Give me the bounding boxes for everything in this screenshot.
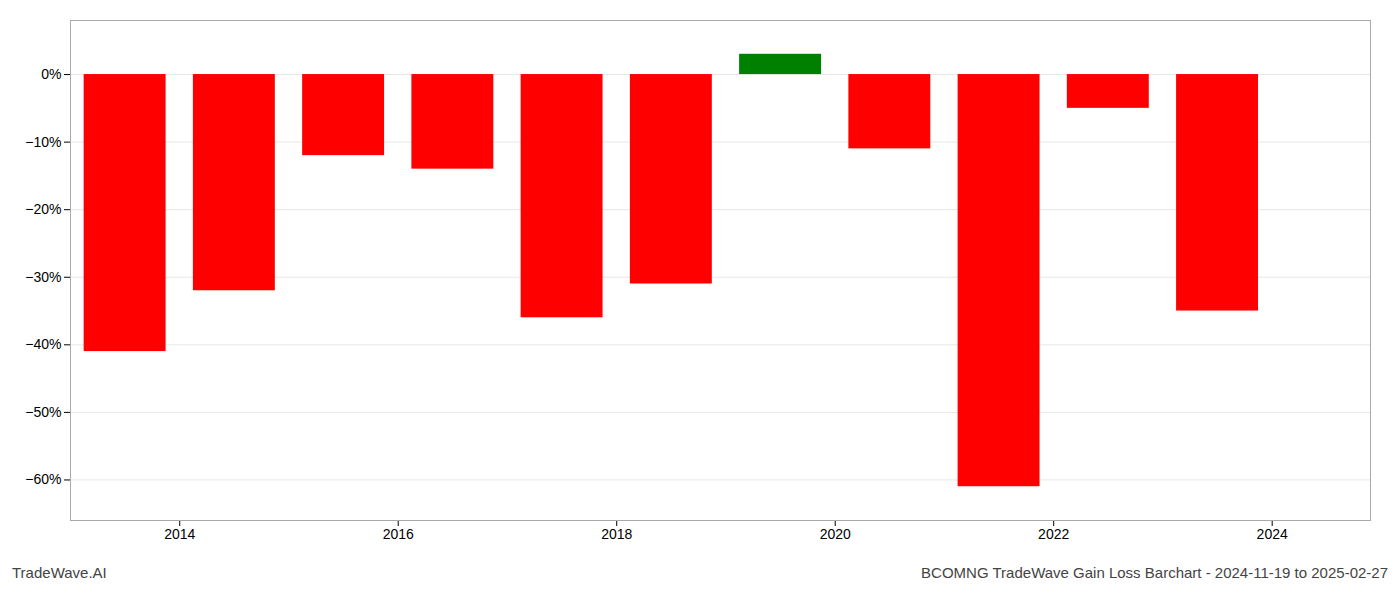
svg-text:2022: 2022 bbox=[1038, 526, 1069, 542]
svg-text:2020: 2020 bbox=[820, 526, 851, 542]
svg-text:−60%: −60% bbox=[25, 471, 61, 487]
svg-text:0%: 0% bbox=[41, 66, 61, 82]
svg-text:−50%: −50% bbox=[25, 404, 61, 420]
html-text:BCOMNG TradeWave Gain Loss Bar: BCOMNG TradeWave Gain Loss Barchart - 20… bbox=[921, 564, 1388, 581]
svg-text:2016: 2016 bbox=[383, 526, 414, 542]
svg-text:2018: 2018 bbox=[601, 526, 632, 542]
svg-text:2014: 2014 bbox=[164, 526, 195, 542]
svg-text:−30%: −30% bbox=[25, 269, 61, 285]
html-text:TradeWave.AI: TradeWave.AI bbox=[12, 564, 107, 581]
svg-text:−40%: −40% bbox=[25, 336, 61, 352]
svg-text:2024: 2024 bbox=[1257, 526, 1288, 542]
svg-text:−10%: −10% bbox=[25, 134, 61, 150]
svg-text:−20%: −20% bbox=[25, 201, 61, 217]
